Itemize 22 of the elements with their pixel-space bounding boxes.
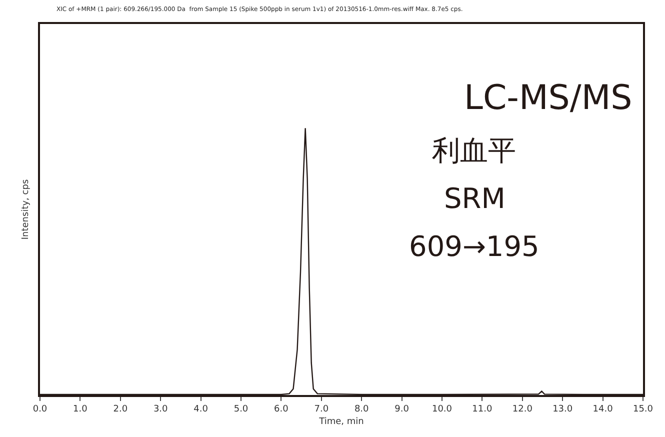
x-tick-label: 1.0 xyxy=(73,404,88,415)
x-tick-label: 12.0 xyxy=(512,404,533,415)
annotation: 609→195 xyxy=(409,230,540,263)
x-tick-label: 8.0 xyxy=(354,404,370,415)
x-tick-label: 4.0 xyxy=(194,404,208,415)
y-axis-title: Intensity, cps xyxy=(21,179,32,240)
x-tick-label: 10.0 xyxy=(432,404,452,415)
x-tick-label: 3.0 xyxy=(153,404,168,415)
x-tick-label: 7.0 xyxy=(314,404,329,415)
x-axis-title: Time, min xyxy=(318,416,364,427)
x-tick-label: 14.0 xyxy=(592,404,614,415)
x-tick-label: 13.0 xyxy=(552,404,573,415)
annotation: SRM xyxy=(444,182,506,215)
x-tick-label: 6.0 xyxy=(274,404,289,415)
x-tick-label: 0.0 xyxy=(32,404,48,415)
x-tick-label: 11.0 xyxy=(472,404,492,415)
x-tick-label: 5.0 xyxy=(234,404,248,415)
x-tick-label: 9.0 xyxy=(394,404,410,415)
annotation: 利血平 xyxy=(432,134,516,167)
text: LC-MS/MS xyxy=(464,78,632,118)
x-tick-label: 2.0 xyxy=(113,404,128,415)
x-tick-label: 15.0 xyxy=(632,404,654,415)
